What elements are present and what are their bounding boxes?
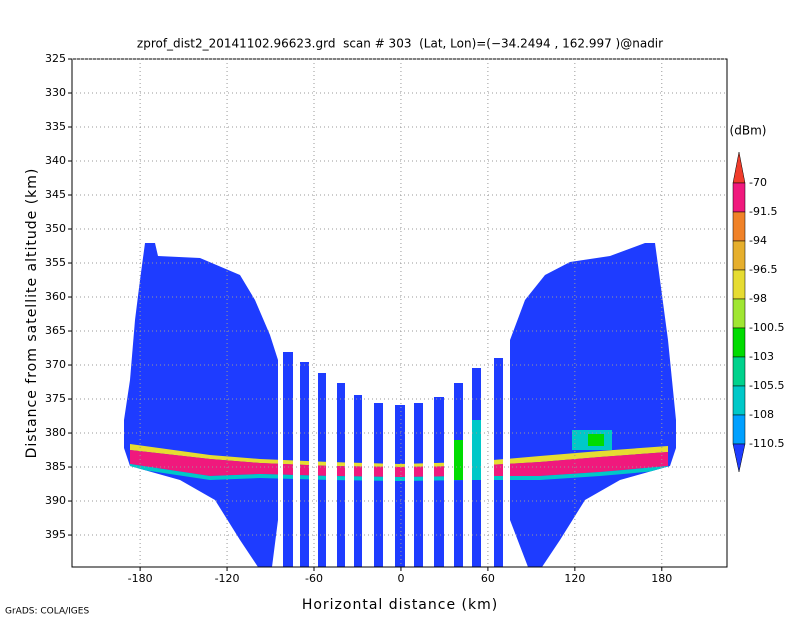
colorbar-cap bbox=[732, 151, 746, 184]
colorbar-label: -96.5 bbox=[749, 263, 777, 276]
x-axis-label: Horizontal distance (km) bbox=[302, 597, 498, 613]
y-tick-label: 390 bbox=[45, 494, 66, 507]
colorbar-label: -100.5 bbox=[749, 321, 784, 334]
plot-frame bbox=[71, 58, 728, 568]
colorbar-label: -105.5 bbox=[749, 379, 784, 392]
colorbar-band bbox=[732, 269, 746, 300]
y-tick-label: 355 bbox=[45, 256, 66, 269]
colorbar-label: -70 bbox=[749, 176, 767, 189]
x-tick-label: 60 bbox=[481, 572, 495, 585]
y-tick-label: 325 bbox=[45, 52, 66, 65]
colorbar-label: -98 bbox=[749, 292, 767, 305]
x-tick-label: 120 bbox=[564, 572, 585, 585]
colorbar-label: -108 bbox=[749, 408, 774, 421]
x-tick-label: -180 bbox=[128, 572, 153, 585]
y-tick-label: 360 bbox=[45, 290, 66, 303]
colorbar-label: -91.5 bbox=[749, 205, 777, 218]
x-tick-label: 180 bbox=[651, 572, 672, 585]
y-tick-label: 370 bbox=[45, 358, 66, 371]
colorbar-band bbox=[732, 385, 746, 416]
x-tick-label: 0 bbox=[397, 572, 404, 585]
y-tick-label: 335 bbox=[45, 120, 66, 133]
y-tick-label: 375 bbox=[45, 392, 66, 405]
footer: GrADS: COLA/IGES bbox=[5, 607, 89, 617]
colorbar-band bbox=[732, 211, 746, 242]
chart-title: zprof_dist2_20141102.96623.grd scan # 30… bbox=[137, 37, 663, 51]
colorbar-band bbox=[732, 356, 746, 387]
plot-area bbox=[124, 243, 676, 567]
colorbar-band bbox=[732, 414, 746, 445]
colorbar-label: -110.5 bbox=[749, 437, 784, 450]
y-tick-label: 380 bbox=[45, 426, 66, 439]
y-axis-label: Distance from satellite altitude (km) bbox=[24, 168, 40, 459]
colorbar-band bbox=[732, 327, 746, 358]
y-tick-label: 385 bbox=[45, 460, 66, 473]
y-tick-label: 345 bbox=[45, 188, 66, 201]
x-tick-label: -120 bbox=[215, 572, 240, 585]
y-tick-label: 350 bbox=[45, 222, 66, 235]
x-tick-label: -60 bbox=[305, 572, 323, 585]
colorbar-band bbox=[732, 182, 746, 213]
colorbar-unit: (dBm) bbox=[730, 124, 767, 138]
y-tick-label: 365 bbox=[45, 324, 66, 337]
colorbar-label: -94 bbox=[749, 234, 767, 247]
colorbar-band bbox=[732, 240, 746, 271]
y-tick-label: 395 bbox=[45, 528, 66, 541]
reflectivity-field bbox=[124, 243, 676, 567]
colorbar-band bbox=[732, 298, 746, 329]
y-tick-label: 330 bbox=[45, 86, 66, 99]
colorbar-cap bbox=[732, 443, 746, 473]
colorbar-label: -103 bbox=[749, 350, 774, 363]
y-tick-label: 340 bbox=[45, 154, 66, 167]
